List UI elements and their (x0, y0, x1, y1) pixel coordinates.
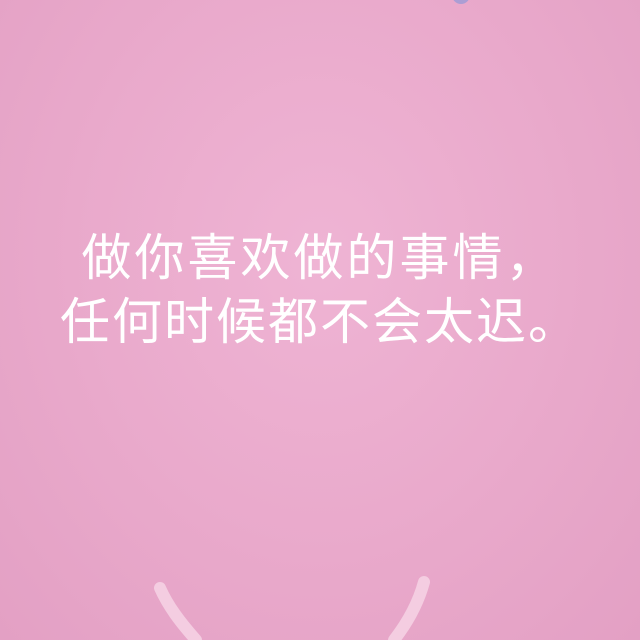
quote-line-1: 做你喜欢做的事情， (81, 229, 559, 287)
quote-line-2: 任何时候都不会太迟。 (60, 293, 580, 351)
quote-text: 做你喜欢做的事情， 任何时候都不会太迟。 (0, 226, 640, 354)
top-edge-mark (452, 0, 470, 4)
